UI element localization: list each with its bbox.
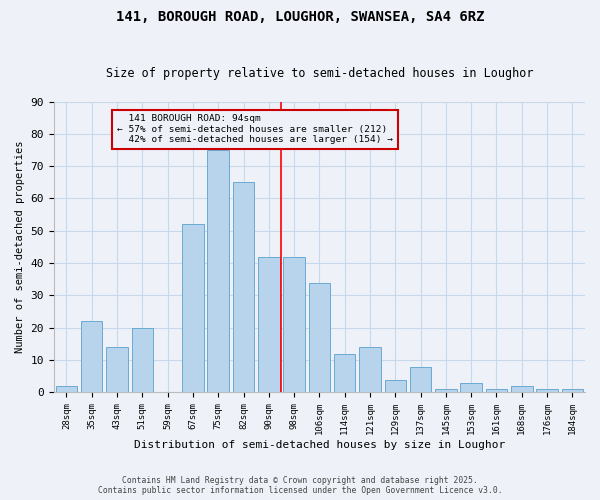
- Text: Contains HM Land Registry data © Crown copyright and database right 2025.
Contai: Contains HM Land Registry data © Crown c…: [98, 476, 502, 495]
- Bar: [131, 328, 153, 392]
- Bar: [233, 182, 254, 392]
- Bar: [81, 322, 103, 392]
- Bar: [182, 224, 203, 392]
- Bar: [308, 282, 330, 393]
- Text: 141 BOROUGH ROAD: 94sqm
← 57% of semi-detached houses are smaller (212)
  42% of: 141 BOROUGH ROAD: 94sqm ← 57% of semi-de…: [117, 114, 393, 144]
- Bar: [460, 383, 482, 392]
- Bar: [208, 150, 229, 392]
- Y-axis label: Number of semi-detached properties: Number of semi-detached properties: [15, 140, 25, 353]
- Bar: [410, 366, 431, 392]
- Bar: [334, 354, 355, 393]
- Title: Size of property relative to semi-detached houses in Loughor: Size of property relative to semi-detach…: [106, 66, 533, 80]
- Bar: [435, 389, 457, 392]
- Bar: [536, 389, 558, 392]
- Bar: [385, 380, 406, 392]
- Bar: [258, 256, 280, 392]
- Bar: [56, 386, 77, 392]
- Bar: [511, 386, 533, 392]
- Bar: [283, 256, 305, 392]
- Bar: [106, 347, 128, 393]
- Bar: [359, 347, 381, 393]
- Text: 141, BOROUGH ROAD, LOUGHOR, SWANSEA, SA4 6RZ: 141, BOROUGH ROAD, LOUGHOR, SWANSEA, SA4…: [116, 10, 484, 24]
- X-axis label: Distribution of semi-detached houses by size in Loughor: Distribution of semi-detached houses by …: [134, 440, 505, 450]
- Bar: [486, 389, 507, 392]
- Bar: [562, 389, 583, 392]
